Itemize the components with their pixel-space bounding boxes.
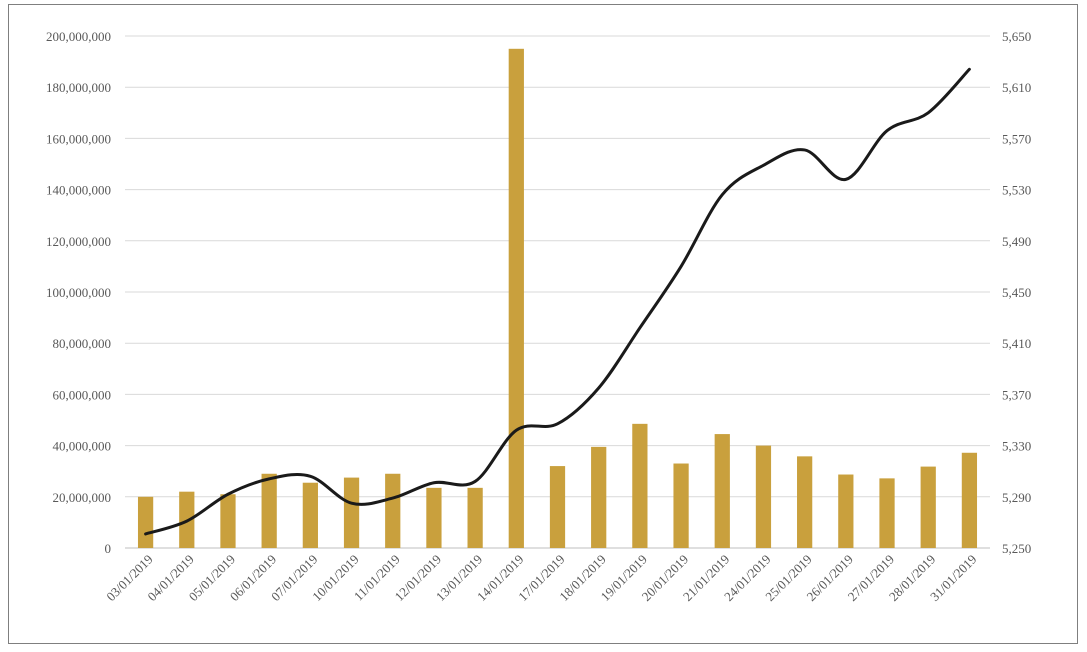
- left-y-axis: 0 20,000,000 40,000,000 60,000,000 80,000,00…: [46, 29, 111, 556]
- right-tick-label: 5,490: [1002, 234, 1031, 249]
- volume-bar: [426, 487, 442, 548]
- left-tick-label: 180,000,000: [46, 80, 111, 95]
- chart-frame: [8, 4, 1078, 644]
- left-tick-label: 100,000,000: [46, 285, 111, 300]
- volume-bar: [755, 445, 772, 548]
- volume-bar: [714, 434, 730, 548]
- left-tick-label: 0: [105, 541, 112, 556]
- volume-bar: [549, 466, 566, 548]
- price-line: [144, 67, 971, 536]
- volume-bar: [673, 463, 689, 548]
- volume-bar: [508, 48, 524, 549]
- volume-bar: [879, 478, 895, 548]
- price-line-path: [144, 67, 971, 536]
- right-tick-label: 5,530: [1002, 183, 1031, 198]
- left-tick-label: 60,000,000: [53, 387, 112, 402]
- volume-bar: [591, 446, 607, 548]
- left-tick-label: 40,000,000: [53, 439, 112, 454]
- right-tick-label: 5,290: [1002, 490, 1031, 505]
- volume-bar: [467, 487, 483, 548]
- left-tick-label: 200,000,000: [46, 29, 111, 44]
- volume-bar: [838, 474, 854, 548]
- volume-bar: [961, 452, 978, 548]
- right-tick-label: 5,610: [1002, 80, 1031, 95]
- volume-bar: [797, 456, 813, 548]
- left-tick-label: 140,000,000: [46, 183, 111, 198]
- volume-bar: [385, 473, 401, 548]
- right-tick-label: 5,450: [1002, 285, 1031, 300]
- volume-bar: [137, 496, 154, 548]
- right-tick-label: 5,570: [1002, 131, 1031, 146]
- right-tick-label: 5,330: [1002, 439, 1031, 454]
- right-tick-label: 5,410: [1002, 336, 1031, 351]
- right-y-axis: 5,250 5,290 5,330 5,370 5,410 5,450 5,490 5,530…: [1002, 29, 1031, 556]
- left-tick-label: 80,000,000: [53, 336, 112, 351]
- left-tick-label: 20,000,000: [53, 490, 112, 505]
- volume-bar: [220, 494, 236, 548]
- right-tick-label: 5,370: [1002, 387, 1031, 402]
- volume-bar: [343, 477, 360, 548]
- left-tick-label: 120,000,000: [46, 234, 111, 249]
- volume-bar: [920, 466, 936, 548]
- right-tick-label: 5,250: [1002, 541, 1031, 556]
- x-axis: 03/01/201904/01/201905/01/201906/01/2019…: [103, 552, 979, 604]
- right-tick-label: 5,650: [1002, 29, 1031, 44]
- volume-bar: [632, 423, 648, 548]
- volume-bar: [302, 482, 318, 548]
- volume-bar: [261, 473, 277, 548]
- left-tick-label: 160,000,000: [46, 131, 111, 146]
- volume-bars: [137, 48, 978, 549]
